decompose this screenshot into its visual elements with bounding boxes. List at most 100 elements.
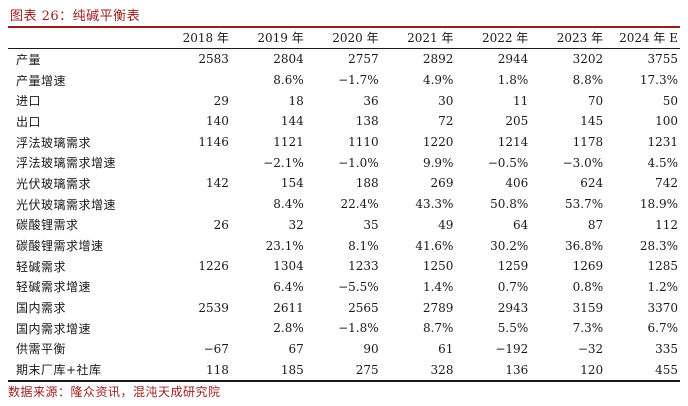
table-row: 碳酸锂需求 26 32 35 49 64 87 112 [8, 215, 680, 236]
table-cell: 1214 [497, 135, 529, 150]
table-cell: 2539 [198, 300, 229, 315]
table-cell: 1231 [647, 135, 678, 150]
table-cell: 112 [655, 217, 678, 232]
table-cell: 3202 [572, 52, 604, 67]
header-2024e: 2024 年 E [605, 27, 680, 49]
table-cell: 4.9% [422, 73, 454, 88]
table-cell: 8.1% [348, 238, 379, 253]
table-cell: 1220 [422, 135, 454, 150]
table-cell: 18.9% [639, 197, 678, 212]
table-cell: 2565 [348, 300, 379, 315]
table-cell: −1.0% [338, 155, 379, 170]
table-cell: 185 [230, 359, 306, 382]
header-corner [8, 27, 157, 49]
table-cell: 5.5% [497, 321, 529, 336]
table-cell: 23.1% [265, 238, 304, 253]
table-cell: 2943 [497, 300, 529, 315]
table-cell: 1.8% [497, 73, 529, 88]
table-cell [156, 152, 231, 173]
table-cell: 2757 [348, 52, 379, 67]
table-cell: 1226 [198, 259, 229, 274]
table-cell: 2944 [497, 52, 529, 67]
table-cell: 43.3% [415, 197, 454, 212]
table-cell: 1233 [348, 259, 379, 274]
table-row: 出口 140 144 138 72 205 145 100 [8, 111, 680, 132]
table-cell: 118 [156, 359, 231, 382]
row-label: 产量增速 [16, 73, 67, 88]
table-cell: 8.8% [572, 73, 604, 88]
table-cell: 41.6% [415, 238, 454, 253]
table-cell: 8.7% [422, 321, 454, 336]
header-2023: 2023 年 [530, 27, 606, 49]
table-row: 产量增速 8.6% −1.7% 4.9% 1.8% 8.8% 17.3% [8, 70, 680, 91]
table-row: 光伏玻璃需求增速 8.4% 22.4% 43.3% 50.8% 53.7% 18.9% [8, 194, 680, 215]
header-2020: 2020 年 [305, 27, 381, 49]
table-cell: −0.5% [487, 155, 529, 170]
table-cell: 455 [605, 359, 680, 382]
header-2022: 2022 年 [455, 27, 531, 49]
table-cell: 61 [438, 341, 454, 356]
table-cell: 0.7% [497, 279, 529, 294]
table-cell: −67 [203, 341, 229, 356]
table-cell: 35 [363, 217, 379, 232]
table-cell: 90 [363, 341, 379, 356]
row-label: 浮法玻璃需求增速 [16, 156, 117, 171]
table-cell: 87 [587, 217, 604, 232]
table-cell: 49 [438, 217, 454, 232]
table-cell: 142 [206, 176, 229, 191]
row-label: 供需平衡 [16, 342, 67, 357]
table-cell: 30 [438, 93, 454, 108]
table-cell: −192 [495, 341, 529, 356]
table-cell: 50 [662, 93, 678, 108]
row-label: 出口 [16, 114, 42, 129]
table-header-row: 2018 年 2019 年 2020 年 2021 年 2022 年 2023 … [8, 27, 680, 49]
table-cell: 11 [513, 93, 529, 108]
table-cell: 188 [355, 176, 379, 191]
table-cell: −3.0% [562, 155, 604, 170]
table-cell: 335 [655, 341, 678, 356]
row-label: 产量 [16, 52, 42, 67]
table-cell: 2583 [198, 52, 229, 67]
table-cell: 328 [380, 359, 456, 382]
table-cell: 8.4% [273, 197, 304, 212]
table-cell: 36.8% [565, 238, 604, 253]
table-row: 供需平衡 −67 67 90 61 −192 −32 335 [8, 339, 680, 360]
table-cell: 138 [355, 114, 379, 129]
table-cell [156, 70, 231, 91]
table-cell: 275 [305, 359, 381, 382]
table-cell: 64 [513, 217, 529, 232]
table-row: 轻碱需求 1226 1304 1233 1250 1259 1269 1285 [8, 256, 680, 277]
table-cell: 50.8% [490, 197, 529, 212]
table-cell [156, 277, 231, 298]
row-label: 轻碱需求 [16, 259, 67, 274]
balance-table: 2018 年 2019 年 2020 年 2021 年 2022 年 2023 … [8, 27, 680, 382]
table-cell: 22.4% [340, 197, 379, 212]
table-cell: 136 [455, 359, 531, 382]
table-cell [156, 235, 231, 256]
table-cell: 2611 [273, 300, 304, 315]
table-cell: 2804 [273, 52, 304, 67]
table-cell: 28.3% [639, 238, 678, 253]
table-row: 浮法玻璃需求 1146 1121 1110 1220 1214 1178 1231 [8, 132, 680, 153]
row-label: 光伏玻璃需求增速 [16, 197, 117, 212]
table-cell: 269 [430, 176, 454, 191]
title-bar: 图表 26：纯碱平衡表 [8, 2, 680, 28]
table-cell: 18 [288, 93, 304, 108]
table-cell: 4.5% [647, 155, 679, 170]
header-2019: 2019 年 [230, 27, 306, 49]
table-cell [156, 318, 231, 339]
table-row: 轻碱需求增速 6.4% −5.5% 1.4% 0.7% 0.8% 1.2% [8, 277, 680, 298]
table-cell: −32 [577, 341, 604, 356]
table-cell: 2.8% [273, 321, 304, 336]
figure-title: 图表 26：纯碱平衡表 [10, 9, 141, 24]
row-label: 期末厂库+社库 [8, 359, 157, 382]
table-cell: −1.7% [338, 73, 379, 88]
row-label: 国内需求 [16, 301, 67, 316]
table-cell: 205 [505, 114, 529, 129]
table-cell: 9.9% [422, 155, 454, 170]
row-label: 进口 [16, 94, 42, 109]
row-label: 光伏玻璃需求 [16, 176, 92, 191]
table-cell: 1259 [497, 259, 529, 274]
table-cell: 144 [280, 114, 304, 129]
table-body: 产量 2583 2804 2757 2892 2944 3202 3755 产量增速 8.6% −1… [8, 49, 680, 382]
